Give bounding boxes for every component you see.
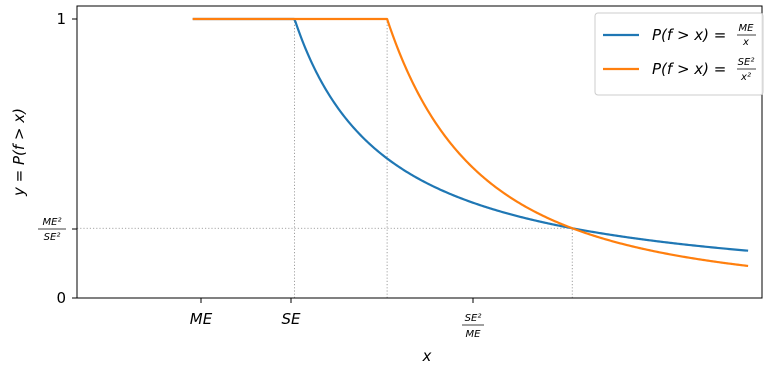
legend-label-1-prefix: P(f > x) =: [652, 26, 726, 44]
x-ticks: ME SE SE² ME: [190, 298, 484, 340]
legend-label-2-num: SE²: [738, 57, 755, 68]
series-line-2: [192, 17, 749, 268]
reference-lines: [77, 19, 573, 298]
x-tick-label-se2me-den: ME: [466, 329, 482, 340]
y-tick-label-zero: 0: [56, 289, 66, 307]
legend-label-1-den: x: [742, 37, 749, 48]
y-tick-label-one: 1: [56, 10, 66, 28]
y-tick-label-ratio-num: ME²: [43, 217, 62, 228]
y-ticks: 1 ME² SE² 0: [38, 10, 77, 307]
legend-label-2-prefix: P(f > x) =: [652, 60, 726, 78]
y-tick-label-ratio-den: SE²: [44, 232, 61, 243]
x-axis-label: x: [422, 347, 432, 365]
legend-box: [594, 12, 764, 96]
x-tick-label-se: SE: [282, 310, 302, 328]
legend-label-1-num: ME: [739, 23, 755, 34]
legend-label-2-den: x²: [740, 72, 751, 83]
series-layer: [192, 17, 749, 268]
axes-frame: [76, 5, 763, 299]
y-axis-label: y = P(f > x): [10, 108, 28, 197]
x-tick-label-me: ME: [190, 310, 213, 328]
legend: P(f > x) = ME x P(f > x) = SE² x²: [594, 12, 764, 96]
x-tick-label-se2me-num: SE²: [465, 313, 482, 324]
